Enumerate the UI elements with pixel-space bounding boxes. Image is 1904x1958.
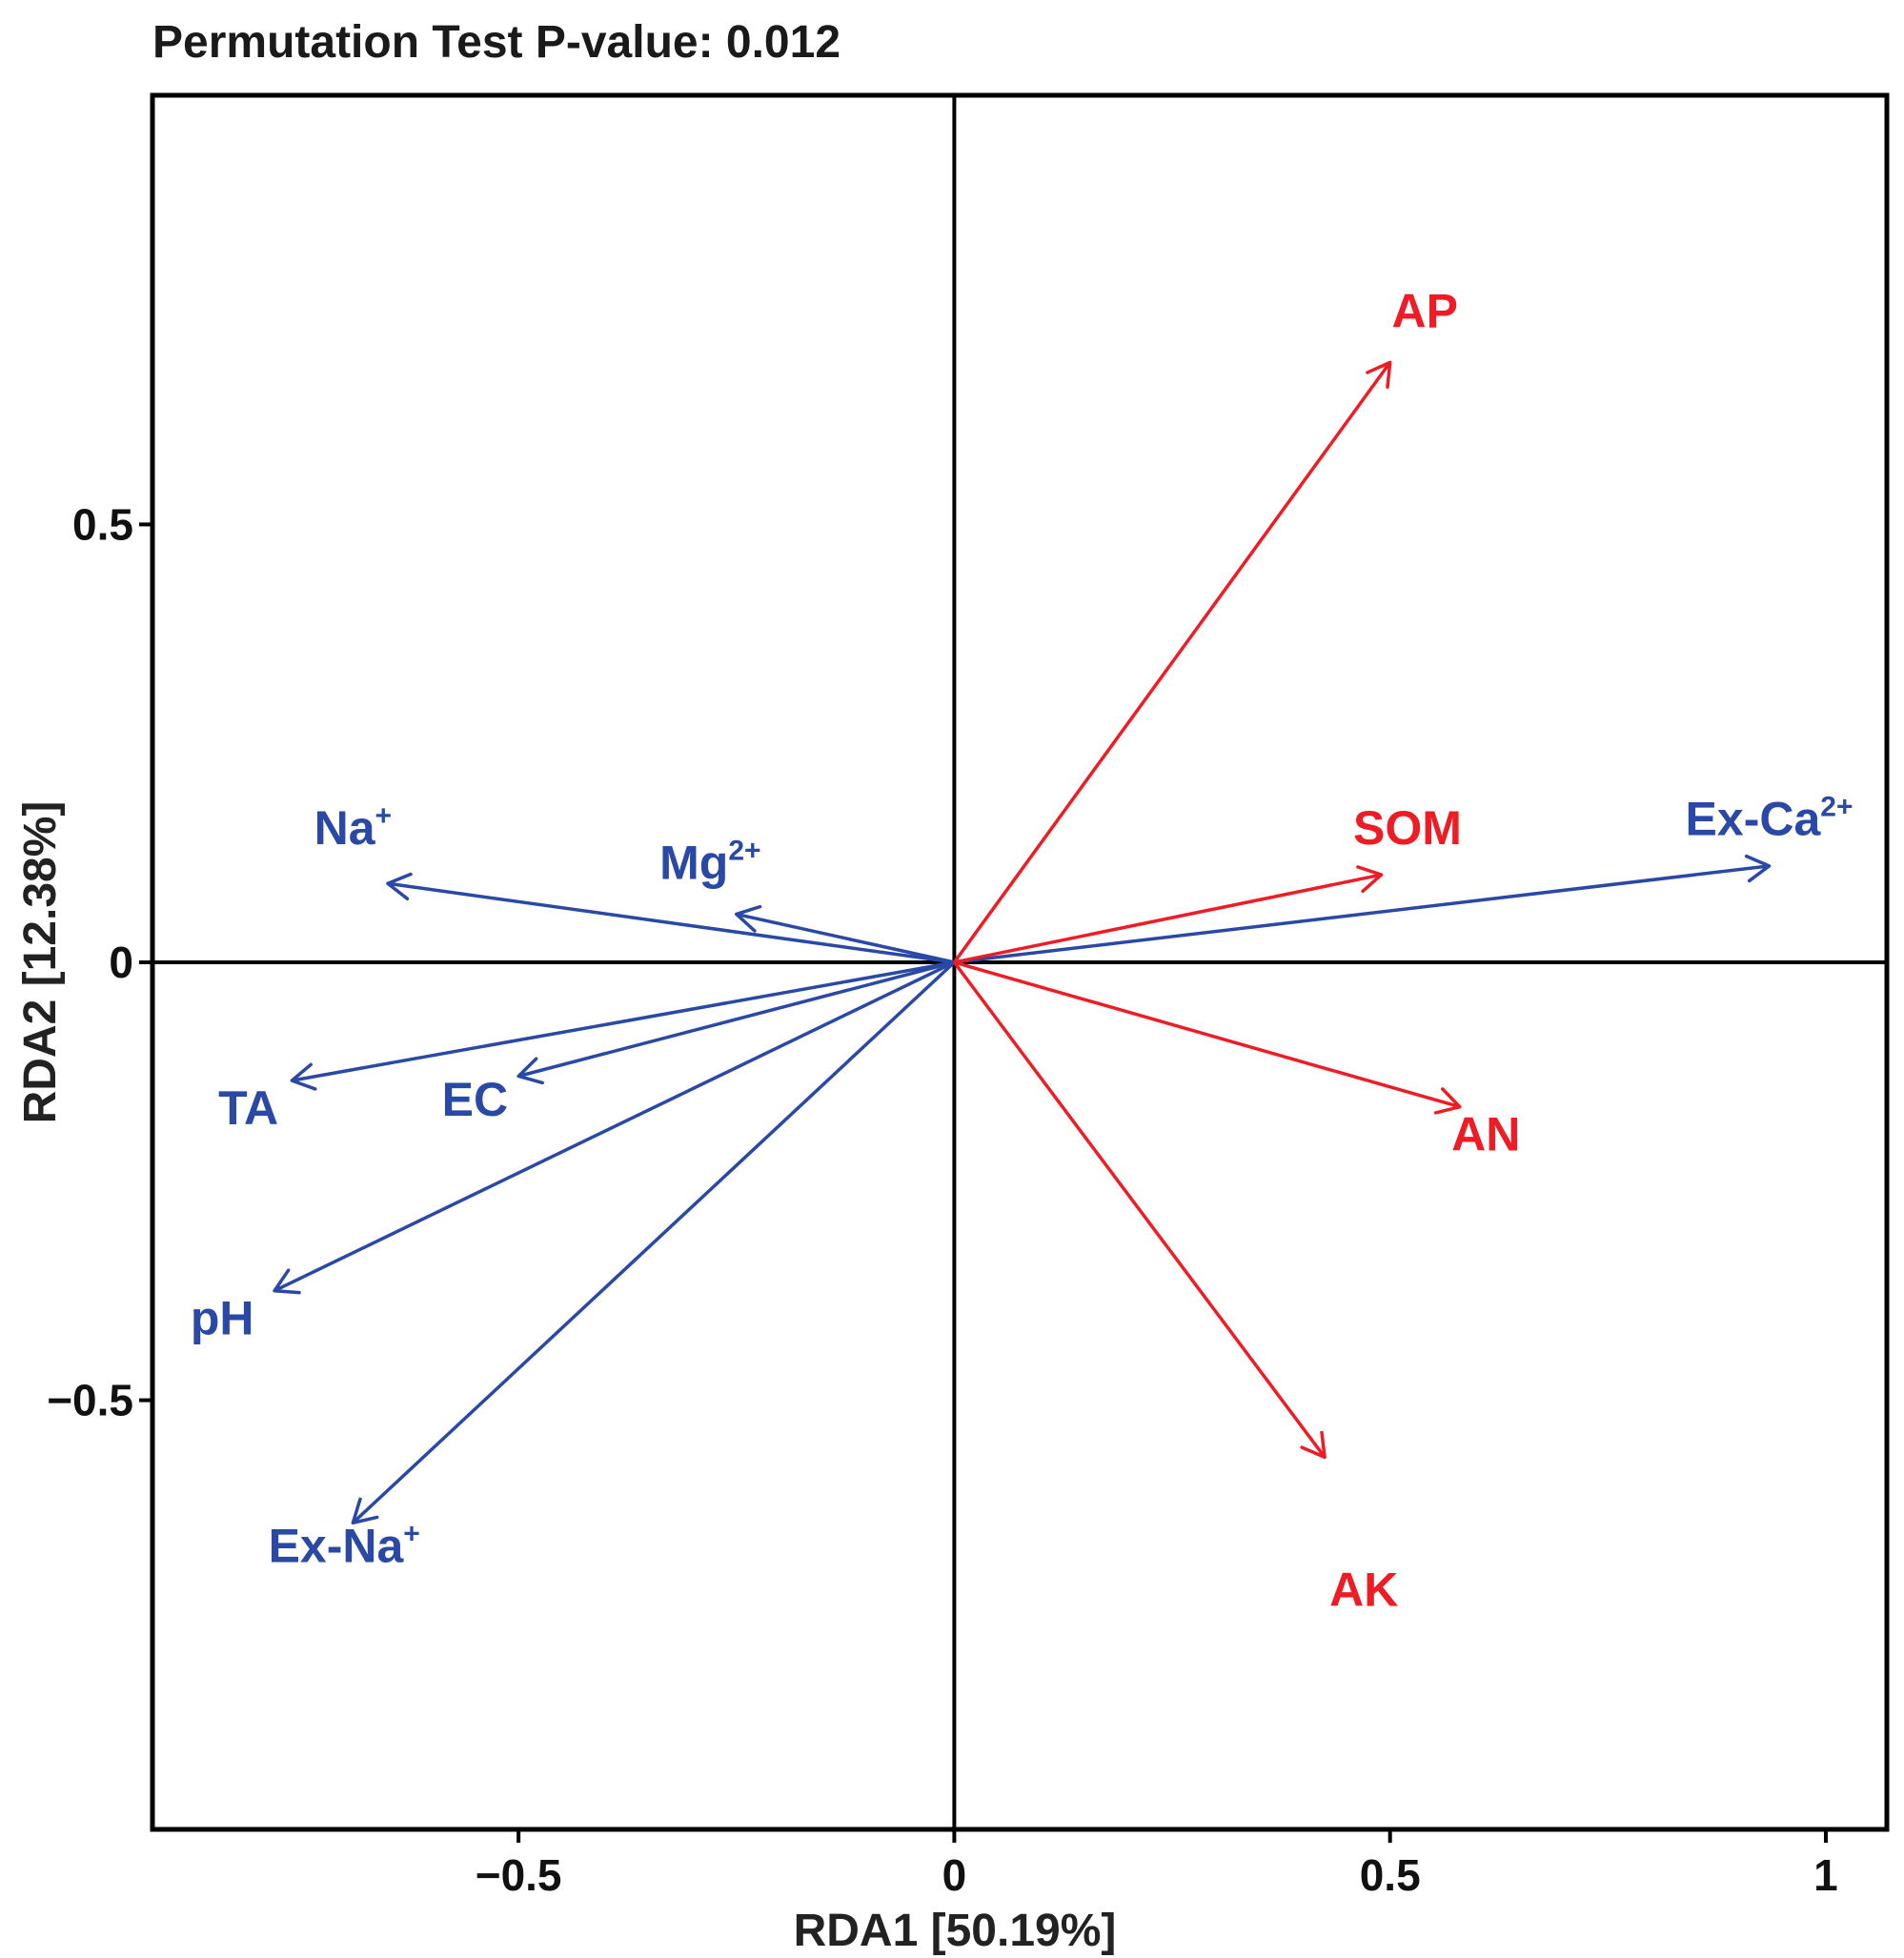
vector-an-shaft xyxy=(953,960,1461,1109)
vector-exna-shaft xyxy=(352,960,956,1524)
vector-label-ap-text: AP xyxy=(1392,285,1458,338)
x-tick-label: 1 xyxy=(1813,1850,1838,1900)
vector-label-exca-text: Ex-Ca xyxy=(1686,793,1822,846)
vector-label-ta-text: TA xyxy=(218,1081,278,1135)
zero-reference-lines xyxy=(152,95,1887,1829)
vector-mg xyxy=(735,904,955,964)
vector-ak xyxy=(953,960,1327,1460)
vector-ph-shaft xyxy=(273,960,956,1293)
vector-na-shaft xyxy=(387,881,955,964)
vector-mg-arrowhead xyxy=(735,904,762,933)
y-axis-label: RDA2 [12.38%] xyxy=(15,801,66,1124)
vector-label-exca-superscript: 2+ xyxy=(1820,792,1853,823)
vector-label-som: SOM xyxy=(1353,801,1462,855)
vector-ec-arrowhead xyxy=(517,1057,544,1085)
y-tick-label: −0.5 xyxy=(47,1376,133,1425)
vector-an xyxy=(953,960,1462,1115)
vector-label-ta: TA xyxy=(218,1081,278,1135)
vector-label-mg-superscript: 2+ xyxy=(728,836,760,867)
vector-na xyxy=(386,872,955,964)
vector-label-an-text: AN xyxy=(1451,1108,1520,1161)
vector-som-shaft xyxy=(954,873,1382,964)
vector-exca-shaft xyxy=(954,864,1770,964)
vector-ta-arrowhead xyxy=(290,1062,317,1091)
x-tick-label: −0.5 xyxy=(476,1850,562,1900)
vector-mg-shaft xyxy=(736,912,955,964)
vector-ph-arrowhead xyxy=(273,1268,301,1295)
x-tick-label: 0 xyxy=(942,1850,967,1900)
vector-exna xyxy=(351,960,956,1525)
vector-ta-shaft xyxy=(292,960,955,1082)
x-axis-label: RDA1 [50.19%] xyxy=(794,1906,1117,1956)
vector-label-ak: AK xyxy=(1329,1564,1398,1617)
vector-label-ak-text: AK xyxy=(1329,1564,1398,1617)
vector-label-exca: Ex-Ca2+ xyxy=(1686,792,1853,846)
vector-an-arrowhead xyxy=(1433,1087,1462,1115)
vector-ap xyxy=(952,360,1392,964)
y-tick-label: 0.5 xyxy=(72,499,133,549)
vector-label-ph-text: pH xyxy=(191,1292,254,1345)
vector-ap-arrowhead xyxy=(1366,360,1392,389)
vector-label-som-text: SOM xyxy=(1353,801,1462,855)
vector-label-exna-superscript: + xyxy=(403,1519,420,1550)
vector-ap-shaft xyxy=(952,361,1392,964)
vector-label-na: Na+ xyxy=(314,800,392,855)
vector-som xyxy=(954,865,1384,964)
vector-ak-arrowhead xyxy=(1300,1430,1327,1460)
vector-exca xyxy=(954,854,1772,964)
vector-label-ap: AP xyxy=(1392,285,1458,338)
vector-label-ec: EC xyxy=(442,1073,508,1126)
vector-label-exna: Ex-Na+ xyxy=(269,1519,420,1573)
vector-label-mg-text: Mg xyxy=(659,837,728,890)
vector-ph xyxy=(273,960,956,1295)
vector-exna-arrowhead xyxy=(351,1497,379,1525)
vector-ak-shaft xyxy=(953,960,1327,1459)
vector-som-arrowhead xyxy=(1356,865,1384,894)
vector-ta xyxy=(290,960,955,1091)
x-axis-ticks: −0.5 0 0.5 1 xyxy=(476,1829,1838,1900)
vector-label-exna-text: Ex-Na xyxy=(269,1520,405,1573)
vector-label-ec-text: EC xyxy=(442,1073,508,1126)
biplot-vectors xyxy=(273,360,1772,1525)
x-tick-label: 0.5 xyxy=(1360,1850,1421,1900)
vector-exca-arrowhead xyxy=(1744,854,1772,883)
vector-label-ph: pH xyxy=(191,1292,254,1345)
vector-label-mg: Mg2+ xyxy=(659,836,760,890)
y-tick-label: 0 xyxy=(109,938,133,987)
vector-label-na-text: Na xyxy=(314,801,376,855)
vector-na-arrowhead xyxy=(386,872,413,901)
vector-label-na-superscript: + xyxy=(375,800,393,832)
vector-label-an: AN xyxy=(1451,1108,1520,1161)
chart-title: Permutation Test P-value: 0.012 xyxy=(152,17,841,68)
vector-ec xyxy=(517,960,955,1085)
y-axis-ticks: 0.5 0 −0.5 xyxy=(47,499,152,1425)
vector-ec-shaft xyxy=(517,960,955,1079)
